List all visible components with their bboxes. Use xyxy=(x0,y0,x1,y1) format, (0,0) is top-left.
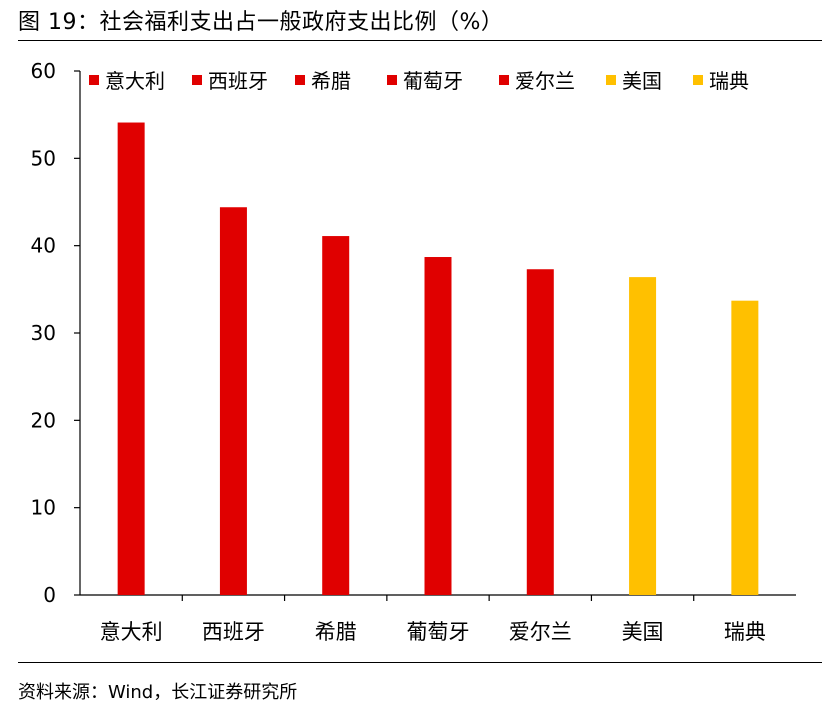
bar-1 xyxy=(117,122,145,595)
bar-series xyxy=(117,122,759,596)
legend-swatch xyxy=(192,75,202,85)
y-tick-label: 10 xyxy=(31,496,56,520)
x-category-label: 美国 xyxy=(622,620,664,644)
legend-swatch xyxy=(89,75,99,85)
legend-label: 希腊 xyxy=(311,69,351,93)
y-tick-label: 60 xyxy=(31,59,56,83)
y-tick-label: 30 xyxy=(31,321,56,345)
legend-swatch xyxy=(693,75,703,85)
y-tick-label: 40 xyxy=(31,234,56,258)
legend-label: 意大利 xyxy=(105,69,165,93)
legend-swatch xyxy=(387,75,397,85)
bar-chart: 0102030405060 意大利 西班牙 希腊 葡萄牙 爱尔兰 美国 瑞典 意大利 西班牙希… xyxy=(31,59,796,644)
y-tick-label: 20 xyxy=(31,408,56,432)
bar-5 xyxy=(526,269,554,595)
x-category-label: 葡萄牙 xyxy=(407,620,470,644)
x-category-label: 希腊 xyxy=(315,620,357,644)
source-note: 资料来源：Wind，长江证券研究所 xyxy=(18,682,298,703)
x-category-label: 西班牙 xyxy=(202,620,265,644)
x-category-label: 意大利 xyxy=(100,620,163,644)
legend-swatch xyxy=(295,75,305,85)
bar-2 xyxy=(219,207,247,596)
legend-label: 爱尔兰 xyxy=(515,69,575,93)
bar-7 xyxy=(731,300,759,595)
legend-swatch xyxy=(606,75,616,85)
y-tick-label: 50 xyxy=(31,146,56,170)
y-tick-label: 0 xyxy=(43,583,56,607)
legend-swatch xyxy=(499,75,509,85)
legend-label: 葡萄牙 xyxy=(403,69,463,93)
y-axis-ticks: 0 10 20 30 40 50 60 xyxy=(31,59,80,607)
figure-title: 图 19：社会福利支出占一般政府支出比例（%） xyxy=(18,10,504,35)
x-category-label: 瑞典 xyxy=(724,620,766,644)
legend-label: 美国 xyxy=(622,69,662,93)
top-rule xyxy=(18,40,822,41)
bar-6 xyxy=(629,277,657,595)
legend-label: 瑞典 xyxy=(709,69,749,93)
bar-3 xyxy=(322,236,350,595)
bar-4 xyxy=(424,257,452,595)
legend-label: 西班牙 xyxy=(208,69,268,93)
chart-legend: 意大利 西班牙 希腊 葡萄牙 爱尔兰 美国 瑞典 xyxy=(89,69,749,93)
bottom-rule xyxy=(18,662,822,663)
x-axis-labels: 意大利 西班牙 希腊 葡萄牙 爱尔兰 美国 瑞典 xyxy=(100,620,766,644)
x-category-label: 爱尔兰 xyxy=(509,620,572,644)
